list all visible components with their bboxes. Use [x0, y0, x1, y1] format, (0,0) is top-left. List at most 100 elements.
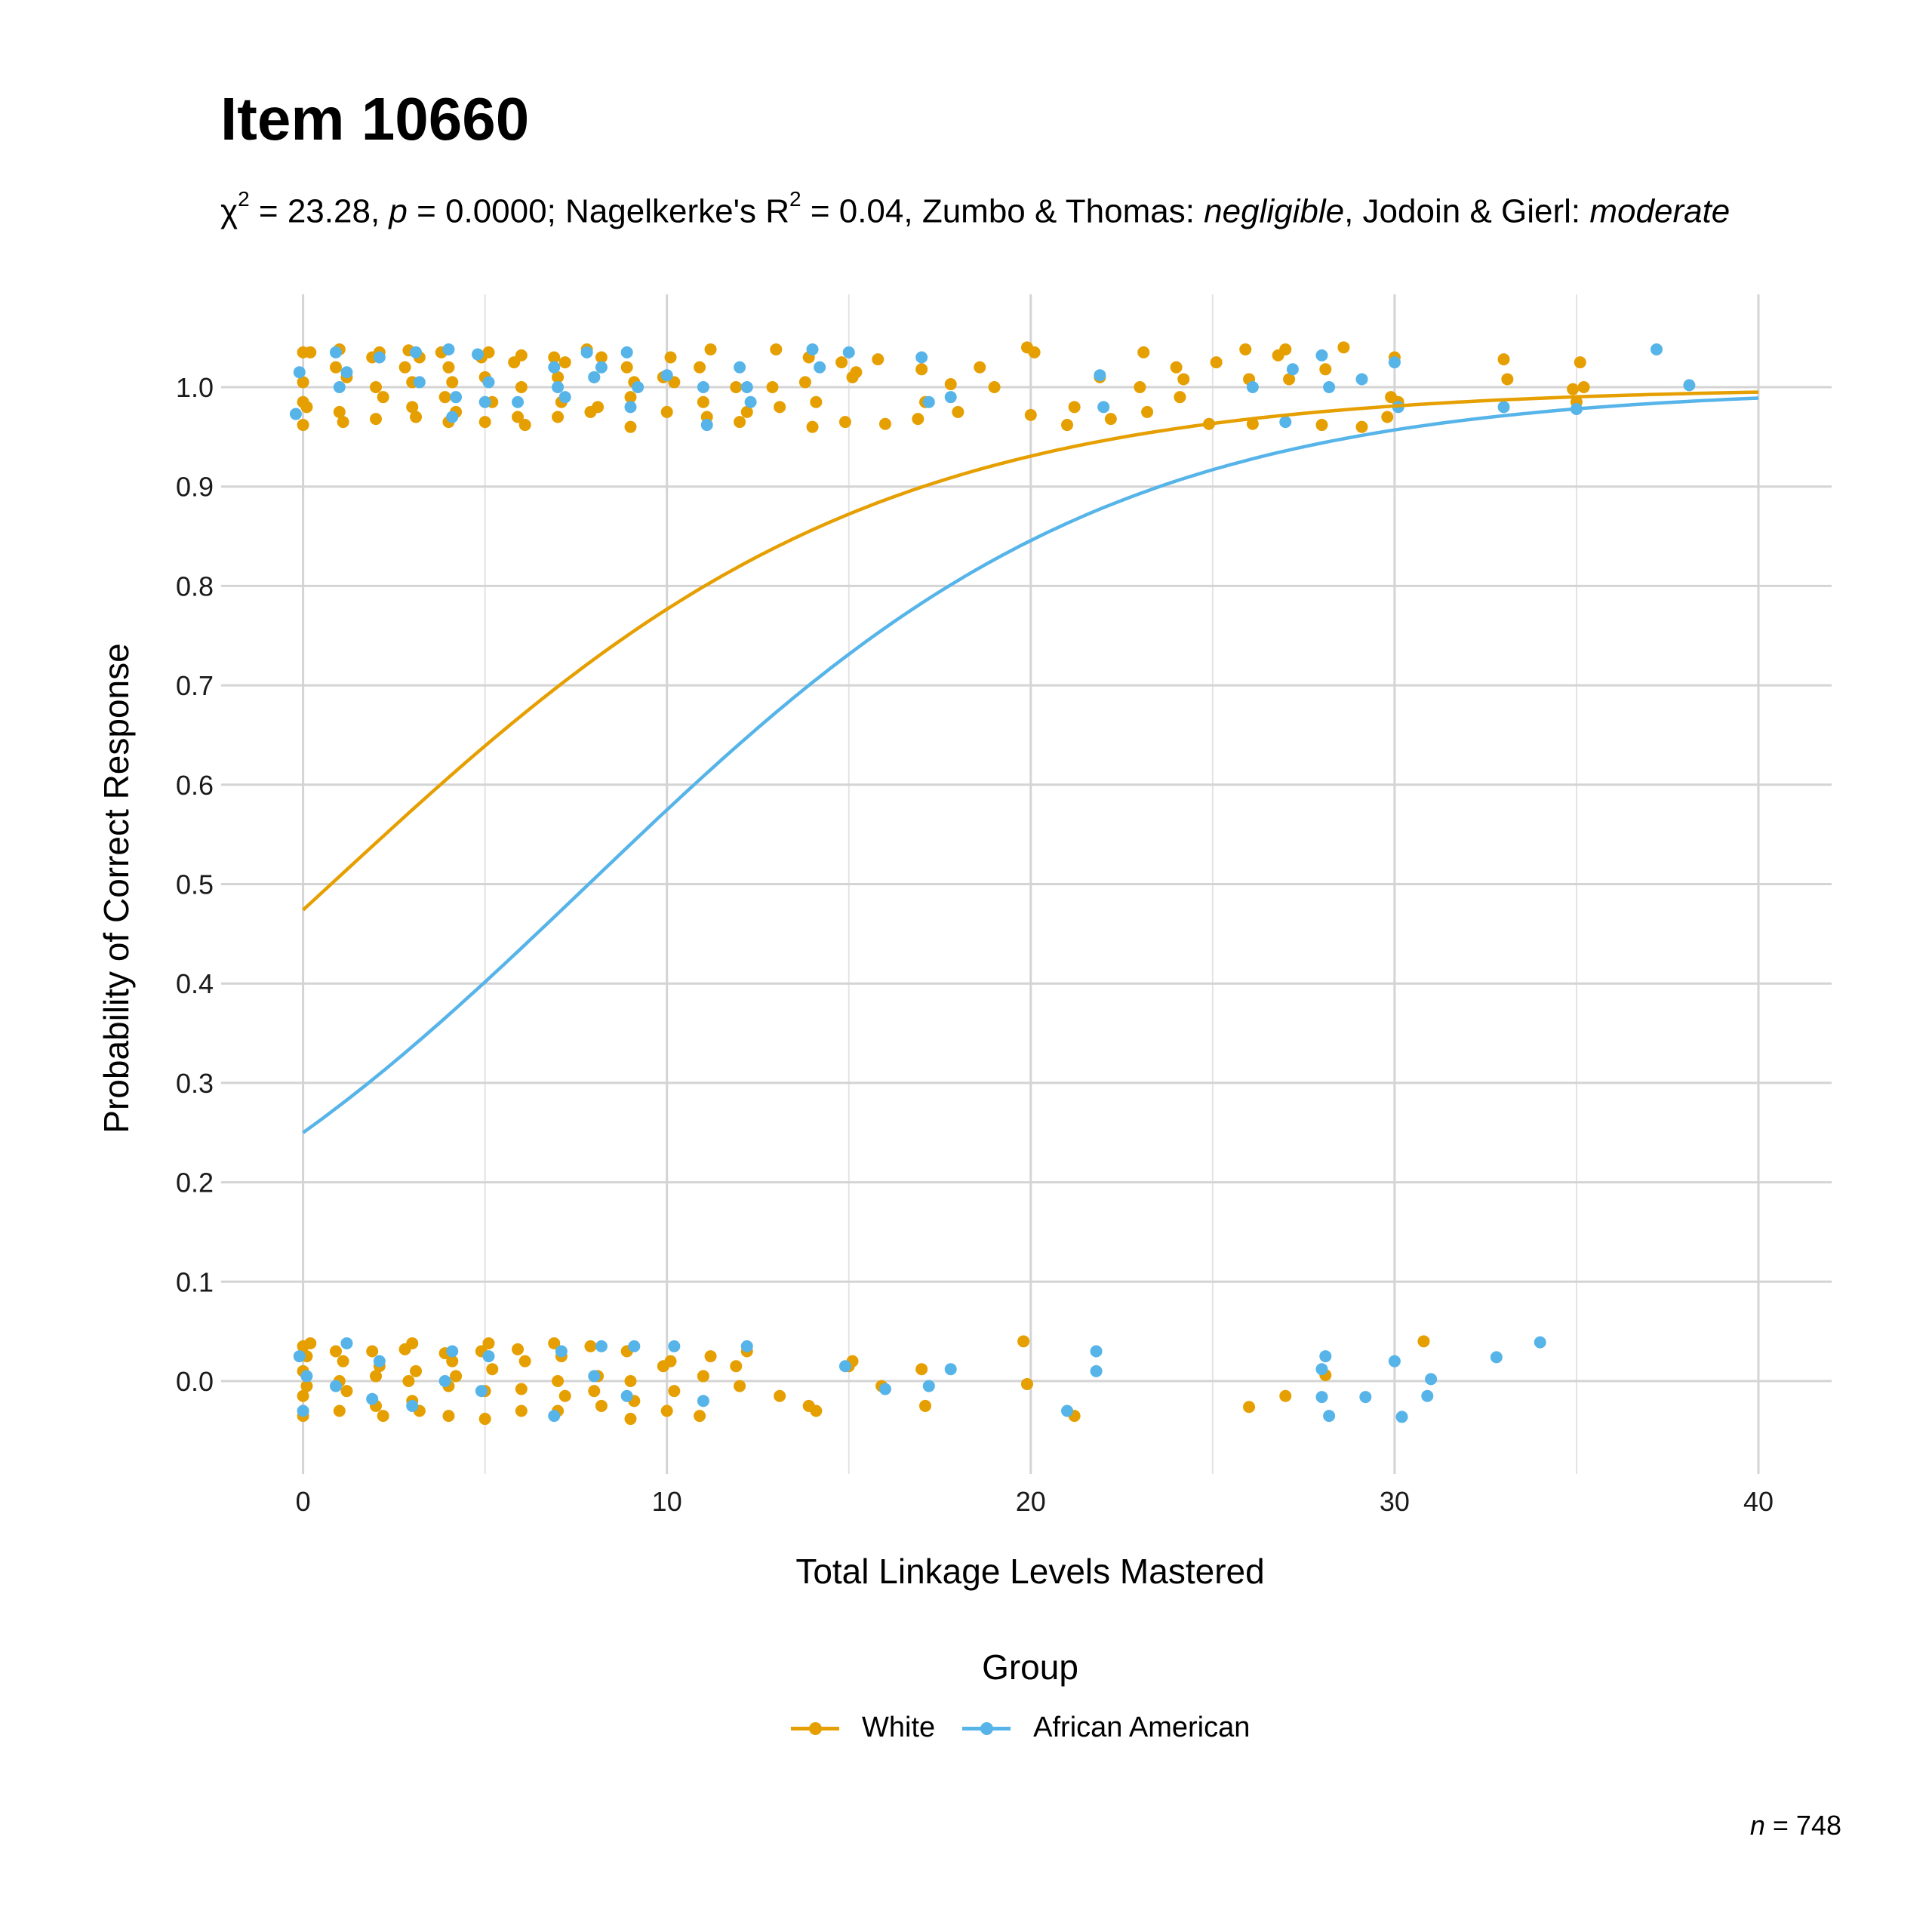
data-point — [398, 361, 411, 374]
data-point — [878, 1383, 891, 1395]
data-point — [810, 395, 823, 408]
data-point — [482, 1337, 495, 1349]
data-point — [592, 401, 605, 414]
data-point — [668, 1340, 681, 1352]
sample-size-caption: n = 748 — [1750, 1810, 1841, 1841]
data-point — [552, 411, 565, 423]
y-tick-label: 0.5 — [176, 869, 214, 900]
chi-superscript: 2 — [238, 187, 250, 211]
data-point — [558, 391, 571, 404]
data-point — [740, 381, 753, 393]
data-point — [486, 1363, 499, 1376]
data-point — [518, 1355, 531, 1367]
data-point — [446, 1355, 459, 1367]
data-point — [450, 1370, 463, 1383]
data-point — [289, 408, 302, 420]
data-point — [704, 343, 717, 355]
legend-item-african-american: African American — [962, 1712, 1250, 1744]
data-point — [766, 381, 779, 393]
data-point — [620, 361, 633, 374]
data-point — [842, 346, 855, 358]
data-point — [588, 371, 601, 383]
data-point — [1337, 341, 1350, 354]
data-point — [1359, 1391, 1372, 1404]
data-point — [1090, 1364, 1103, 1377]
data-point — [1574, 356, 1586, 369]
data-point — [1355, 373, 1368, 386]
data-point — [660, 405, 673, 418]
data-point — [1567, 383, 1580, 395]
data-point — [482, 346, 495, 358]
x-tick-label: 10 — [652, 1486, 682, 1517]
y-axis-label: Probability of Correct Response — [97, 643, 136, 1134]
data-point — [446, 376, 459, 389]
data-point — [373, 1355, 386, 1367]
data-point — [624, 391, 637, 404]
data-point — [1061, 419, 1074, 432]
data-point — [1104, 413, 1117, 426]
data-point — [915, 363, 928, 376]
data-point — [595, 1340, 608, 1352]
data-point — [548, 1410, 561, 1423]
data-point — [472, 348, 485, 361]
data-point — [1068, 401, 1081, 414]
data-point — [337, 416, 349, 429]
data-point — [1170, 361, 1183, 374]
data-point — [915, 1363, 928, 1376]
data-point — [838, 1360, 851, 1373]
fitted-curve-white — [302, 390, 1759, 912]
data-point — [620, 1389, 633, 1402]
data-point — [1319, 1350, 1332, 1363]
data-point — [1417, 1335, 1430, 1348]
data-point — [1315, 419, 1328, 432]
data-point — [370, 1370, 383, 1383]
data-point — [558, 356, 571, 369]
data-point — [694, 361, 706, 374]
data-point — [442, 361, 455, 374]
data-point — [595, 351, 608, 364]
data-point — [552, 1375, 565, 1387]
data-point — [446, 411, 459, 423]
data-point — [1210, 356, 1223, 369]
data-point — [442, 343, 455, 355]
data-point — [450, 391, 463, 404]
legend: White African American — [791, 1712, 1277, 1744]
data-point — [1315, 1391, 1328, 1404]
data-point — [872, 353, 884, 366]
data-point — [340, 1385, 353, 1398]
data-point — [293, 366, 306, 379]
data-point — [584, 1340, 597, 1352]
data-point — [482, 376, 495, 389]
y-tick-label: 0.4 — [176, 968, 214, 999]
data-point — [660, 1404, 673, 1417]
data-point — [774, 1389, 786, 1402]
data-point — [370, 381, 383, 393]
data-point — [370, 413, 383, 426]
data-point — [300, 401, 313, 414]
data-point — [912, 413, 924, 426]
data-point — [548, 361, 561, 374]
data-point — [988, 381, 1001, 393]
data-point — [944, 378, 957, 391]
data-point — [1395, 1411, 1408, 1423]
data-point — [410, 1364, 423, 1377]
data-point — [632, 381, 645, 393]
n-symbol: n — [1749, 1810, 1765, 1841]
data-point — [1174, 391, 1186, 404]
data-point — [329, 1380, 342, 1392]
data-point — [373, 351, 386, 364]
data-point — [515, 1383, 528, 1395]
data-point — [478, 395, 491, 408]
data-point — [297, 376, 309, 389]
data-point — [340, 366, 353, 379]
chart-title: Item 10660 — [220, 85, 530, 152]
data-point — [595, 1399, 608, 1412]
r-value: = 0.04, Zumbo & Thomas: — [801, 192, 1204, 230]
data-point — [1381, 411, 1394, 423]
data-point — [1501, 373, 1514, 386]
data-point — [1020, 1377, 1033, 1390]
data-point — [515, 1404, 528, 1417]
data-point — [300, 1380, 313, 1392]
data-point — [624, 401, 637, 414]
data-point — [1388, 1355, 1401, 1367]
